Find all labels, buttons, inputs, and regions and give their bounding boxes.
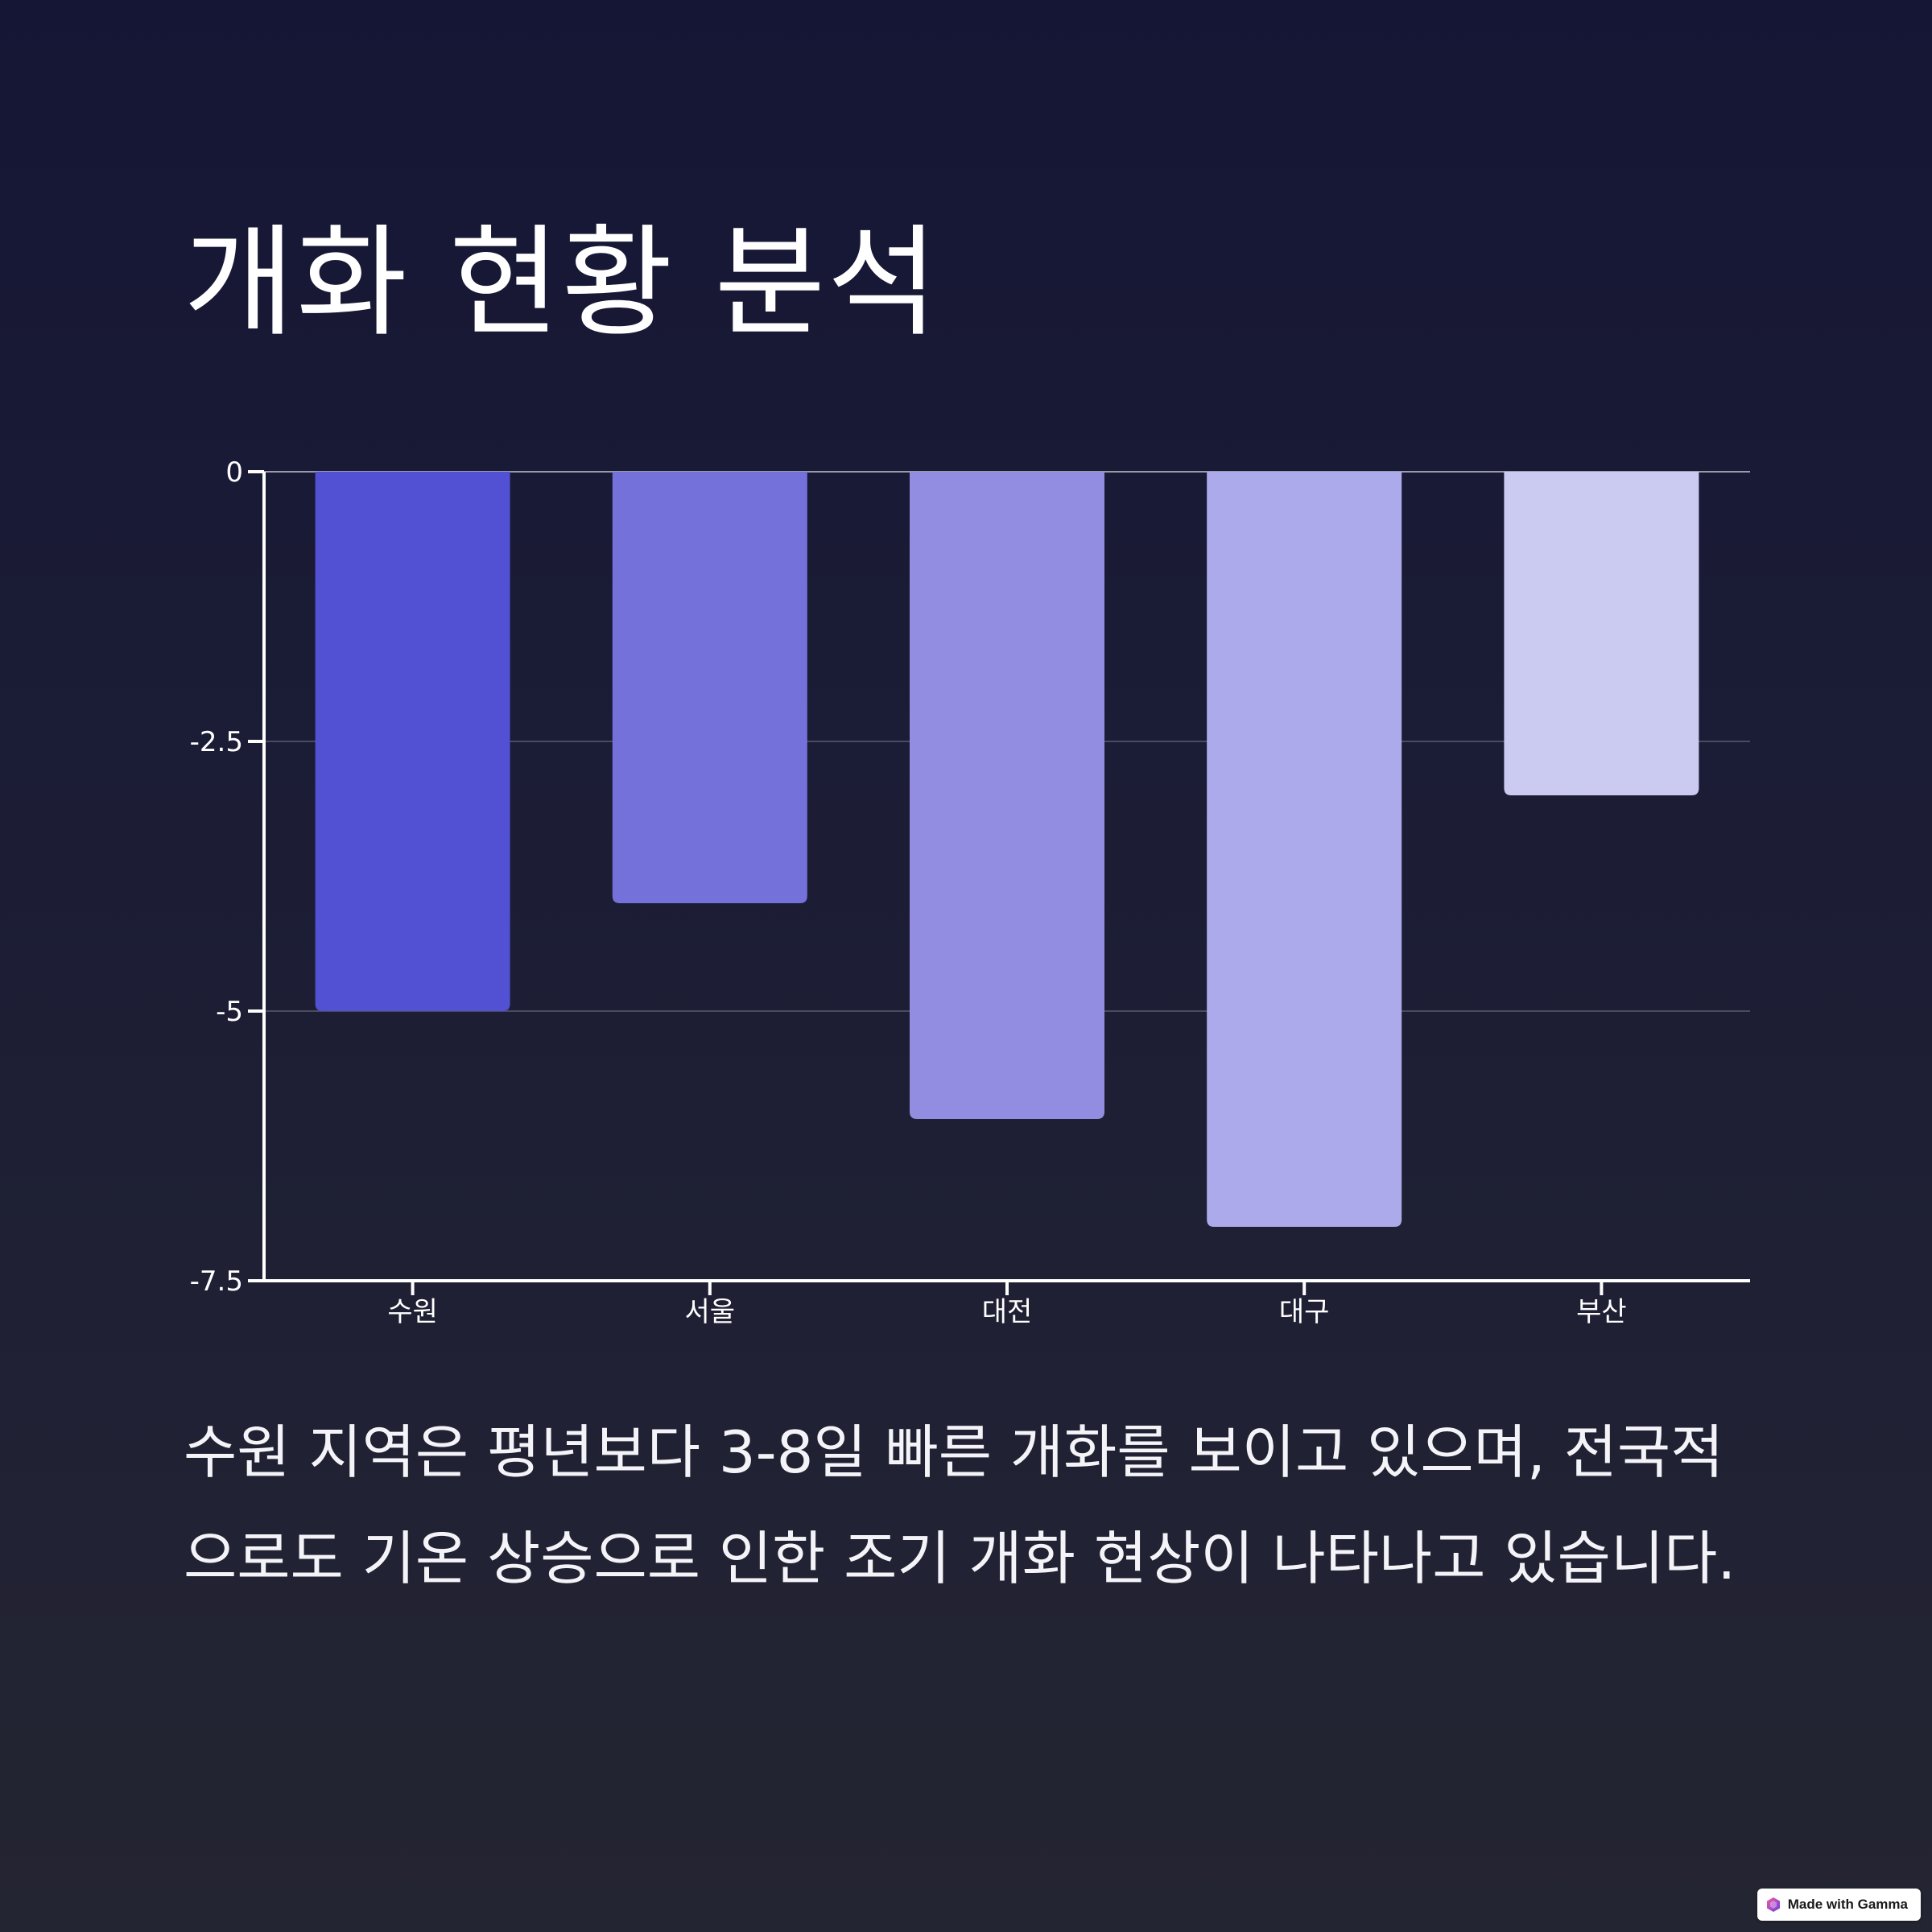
x-tick-label: 부산 <box>1576 1296 1627 1328</box>
bar-3 <box>910 472 1104 1119</box>
x-tick-label: 대구 <box>1279 1296 1330 1328</box>
badge-label: Made with Gamma <box>1787 1897 1908 1912</box>
y-tick-label: -7.5 <box>190 1265 243 1298</box>
gamma-logo-icon <box>1766 1897 1780 1912</box>
bar-5 <box>1504 472 1699 795</box>
page-title: 개화 현황 분석 <box>184 213 940 353</box>
bar-1 <box>315 472 510 1011</box>
bar-2 <box>612 472 807 903</box>
chart-description: 수원 지역은 평년보다 3-8일 빠른 개화를 보이고 있으며, 전국적으로도 … <box>184 1418 1736 1592</box>
x-tick-label: 서울 <box>685 1296 736 1328</box>
y-tick-label: 0 <box>225 456 243 489</box>
y-tick-label: -2.5 <box>190 726 243 758</box>
y-tick-label: -5 <box>216 996 243 1028</box>
x-tick-label: 수원 <box>387 1296 438 1328</box>
made-with-gamma-badge[interactable]: Made with Gamma <box>1757 1889 1921 1921</box>
bar-4 <box>1207 472 1402 1227</box>
x-tick-label: 대전 <box>982 1296 1033 1328</box>
